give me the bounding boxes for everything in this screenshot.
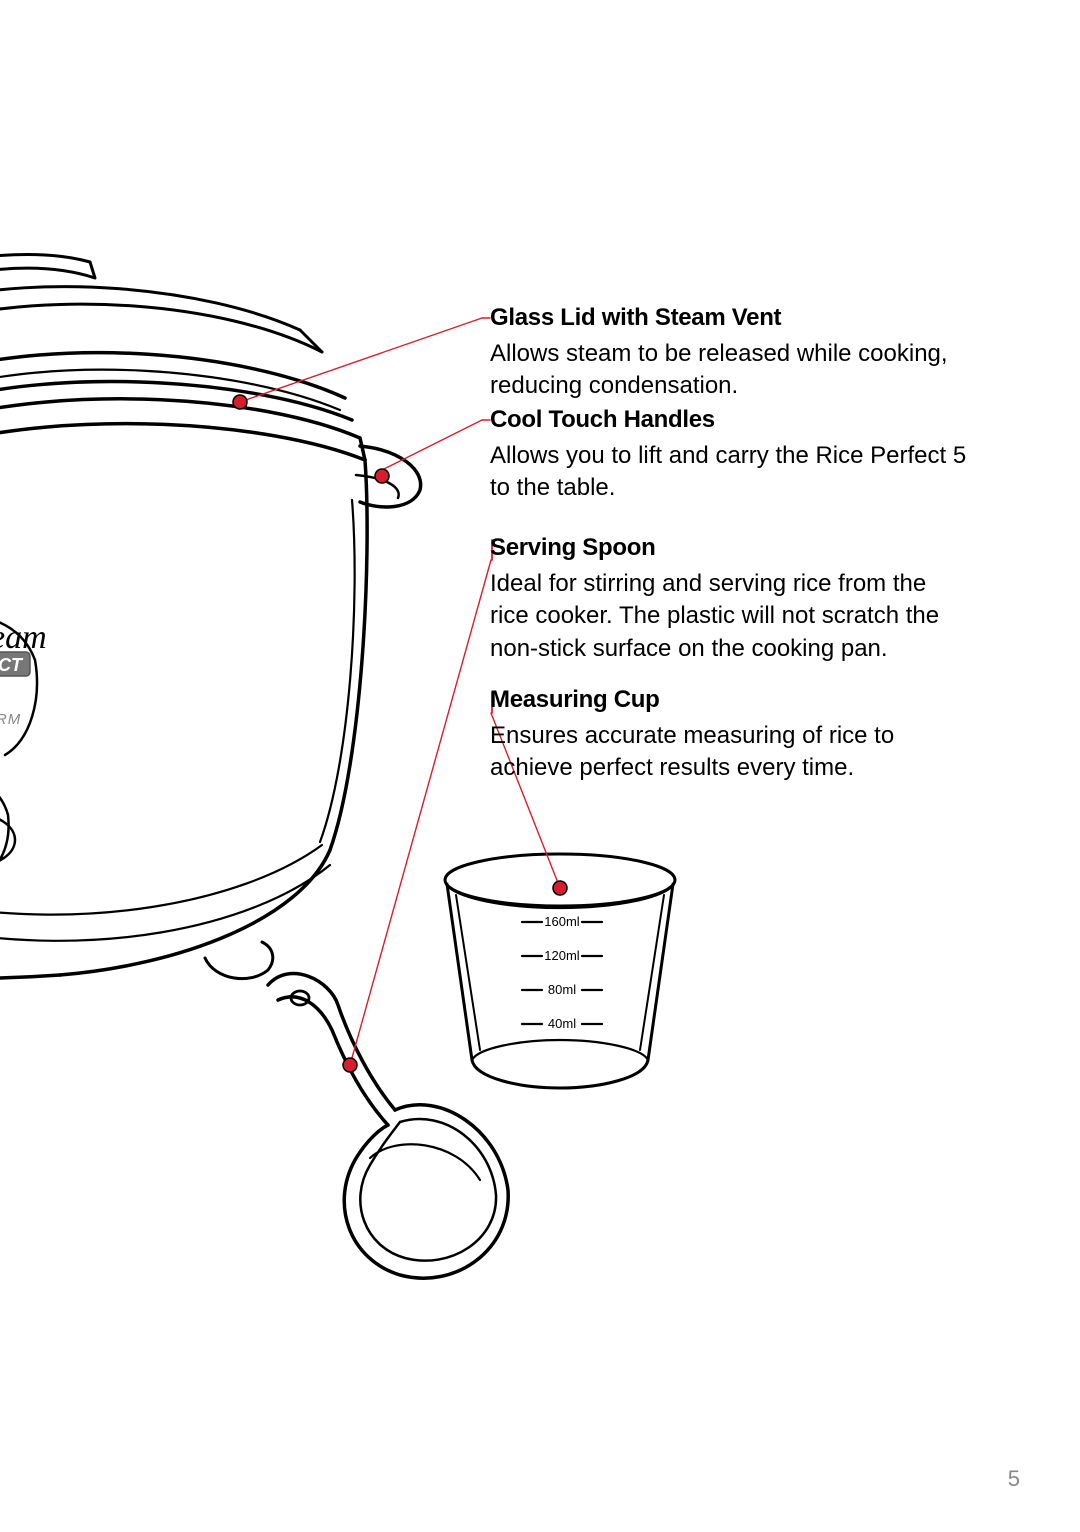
callout-body: Ideal for stirring and serving rice from… (490, 568, 970, 665)
callout-block: Serving Spoon Ideal for stirring and serv… (490, 534, 970, 665)
serving-spoon-illustration (268, 974, 508, 1279)
callout-body: Ensures accurate measuring of rice to ac… (490, 720, 970, 785)
callout-body: Allows steam to be released while cookin… (490, 338, 970, 403)
brand-script-text: eam (0, 619, 47, 656)
cup-graduations: 160ml 120ml 80ml 40ml (522, 914, 602, 1031)
brand-box-text: RFECT (0, 655, 24, 675)
callout-title: Glass Lid with Steam Vent (490, 304, 970, 332)
callout-block: Measuring Cup Ensures accurate measuring … (490, 686, 970, 785)
callout-title: Serving Spoon (490, 534, 970, 562)
cup-mark-label: 80ml (548, 982, 576, 997)
mode-warm-text: WARM (0, 711, 21, 728)
callout-title: Measuring Cup (490, 686, 970, 714)
callout-block: Glass Lid with Steam Vent Allows steam to… (490, 304, 970, 403)
cup-mark-label: 120ml (544, 948, 580, 963)
callout-title: Cool Touch Handles (490, 406, 970, 434)
callout-block: Cool Touch Handles Allows you to lift and… (490, 406, 970, 505)
cup-mark-label: 160ml (544, 914, 580, 929)
page-number: 5 (1008, 1466, 1020, 1492)
rice-cooker-illustration (0, 254, 421, 978)
callout-body: Allows you to lift and carry the Rice Pe… (490, 440, 970, 505)
cup-mark-label: 40ml (548, 1016, 576, 1031)
